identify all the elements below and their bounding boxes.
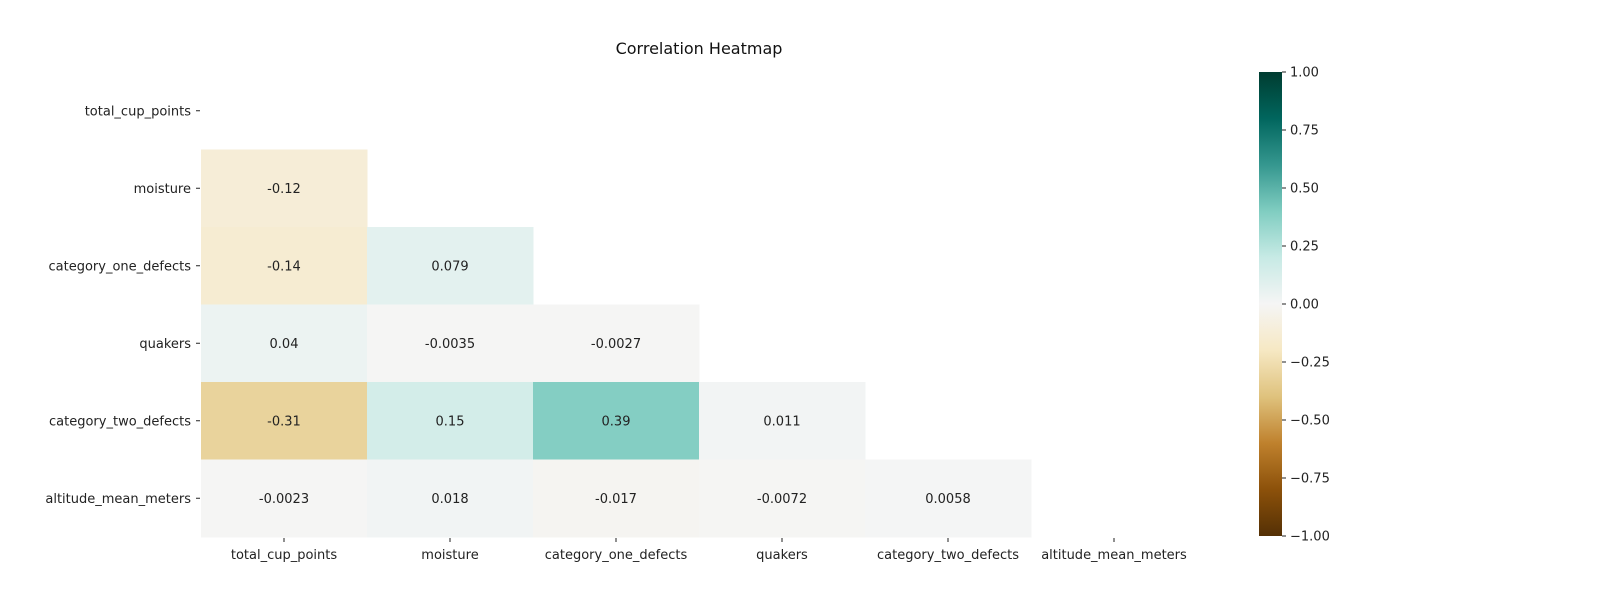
colorbar: 1.00 0.75 0.50 0.25 0.00 −0.25 −0.50 −0.75 −1.00 xyxy=(1259,66,1330,545)
colorbar-tick-label: 0.50 xyxy=(1290,182,1319,197)
heatmap-cell xyxy=(533,459,700,538)
heatmap-cell xyxy=(201,227,368,305)
colorbar-tick-label: −0.25 xyxy=(1290,356,1330,371)
heatmap-cell xyxy=(201,382,368,460)
heatmap-cell xyxy=(367,304,534,383)
y-tick-label: moisture xyxy=(134,182,191,197)
colorbar-tick-label: −0.75 xyxy=(1290,472,1330,487)
heatmap-cell xyxy=(533,304,700,383)
colorbar-tick-label: 0.25 xyxy=(1290,240,1319,255)
colorbar-tick-label: 0.75 xyxy=(1290,124,1319,139)
colorbar-tick-label: −1.00 xyxy=(1290,530,1330,545)
heatmap-cell xyxy=(201,459,368,538)
heatmap-cell xyxy=(865,459,1032,538)
cell-value-label: 0.39 xyxy=(602,414,631,429)
cell-value-label: 0.018 xyxy=(431,492,468,507)
heatmap-cell xyxy=(699,459,866,538)
y-tick-label: category_one_defects xyxy=(49,259,192,274)
heatmap-cell xyxy=(367,459,534,538)
heatmap-cell xyxy=(533,382,700,460)
x-tick-label: quakers xyxy=(756,548,808,563)
cell-value-label: 0.15 xyxy=(436,414,465,429)
colorbar-tick-label: 0.00 xyxy=(1290,298,1319,313)
colorbar-tick-label: −0.50 xyxy=(1290,414,1330,429)
cell-value-label: -0.0072 xyxy=(757,492,807,507)
cell-value-label: 0.079 xyxy=(431,259,468,274)
heatmap-cell xyxy=(367,227,534,305)
y-tick-label: category_two_defects xyxy=(49,414,191,429)
cell-value-label: -0.14 xyxy=(267,259,301,274)
x-tick-label: altitude_mean_meters xyxy=(1041,548,1187,563)
x-tick-label: category_one_defects xyxy=(545,548,688,563)
heatmap-cell-labels: -0.12 -0.14 0.079 0.04 -0.0035 -0.0027 -0.31 0.… xyxy=(259,182,971,507)
x-tick-label: moisture xyxy=(421,548,478,563)
heatmap-cell xyxy=(699,382,866,460)
y-tick-label: total_cup_points xyxy=(85,104,192,119)
x-tick-label: category_two_defects xyxy=(877,548,1019,563)
cell-value-label: -0.12 xyxy=(267,182,301,197)
x-axis: total_cup_points moisture category_one_def… xyxy=(231,538,1187,563)
cell-value-label: 0.04 xyxy=(270,337,299,352)
colorbar-gradient xyxy=(1259,72,1282,536)
y-tick-label: quakers xyxy=(139,337,191,352)
colorbar-tick-label: 1.00 xyxy=(1290,66,1319,81)
y-tick-label: altitude_mean_meters xyxy=(45,492,191,507)
cell-value-label: -0.0035 xyxy=(425,337,475,352)
heatmap-cell xyxy=(201,149,368,228)
heatmap-cell xyxy=(367,382,534,460)
cell-value-label: -0.017 xyxy=(595,492,637,507)
cell-value-label: -0.0023 xyxy=(259,492,309,507)
cell-value-label: -0.0027 xyxy=(591,337,641,352)
heatmap-cells xyxy=(201,149,1032,538)
y-axis: total_cup_points moisture category_one_def… xyxy=(45,104,200,507)
cell-value-label: -0.31 xyxy=(267,414,301,429)
chart-title: Correlation Heatmap xyxy=(616,39,783,58)
cell-value-label: 0.011 xyxy=(763,414,800,429)
cell-value-label: 0.0058 xyxy=(925,492,971,507)
heatmap-cell xyxy=(201,304,368,383)
x-tick-label: total_cup_points xyxy=(231,548,338,563)
